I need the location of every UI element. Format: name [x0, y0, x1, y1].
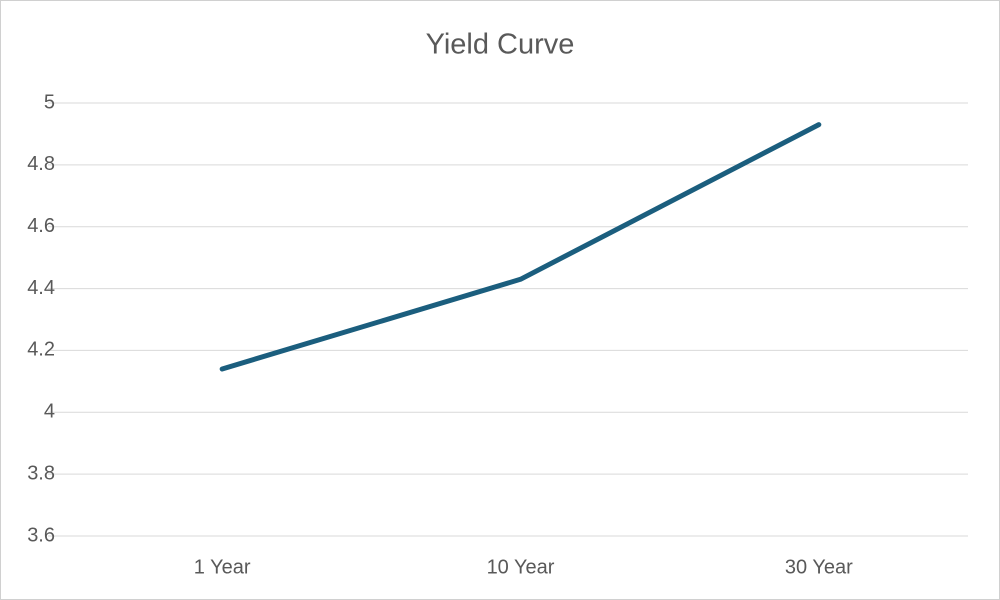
y-tick-label: 3.6: [27, 524, 55, 546]
y-tick-label: 4.4: [27, 277, 55, 299]
y-tick-label: 5: [44, 91, 55, 113]
y-tick-label: 4.2: [27, 339, 55, 361]
y-tick-label: 3.8: [27, 462, 55, 484]
x-tick-label: 1 Year: [194, 556, 251, 578]
data-line: [219, 122, 822, 372]
y-tick-label: 4: [44, 401, 55, 423]
y-tick-label: 4.6: [27, 215, 55, 237]
x-tick-label: 30 Year: [785, 556, 853, 578]
chart-title: Yield Curve: [426, 29, 575, 61]
x-tick-label: 10 Year: [487, 556, 555, 578]
y-tick-label: 4.8: [27, 153, 55, 175]
